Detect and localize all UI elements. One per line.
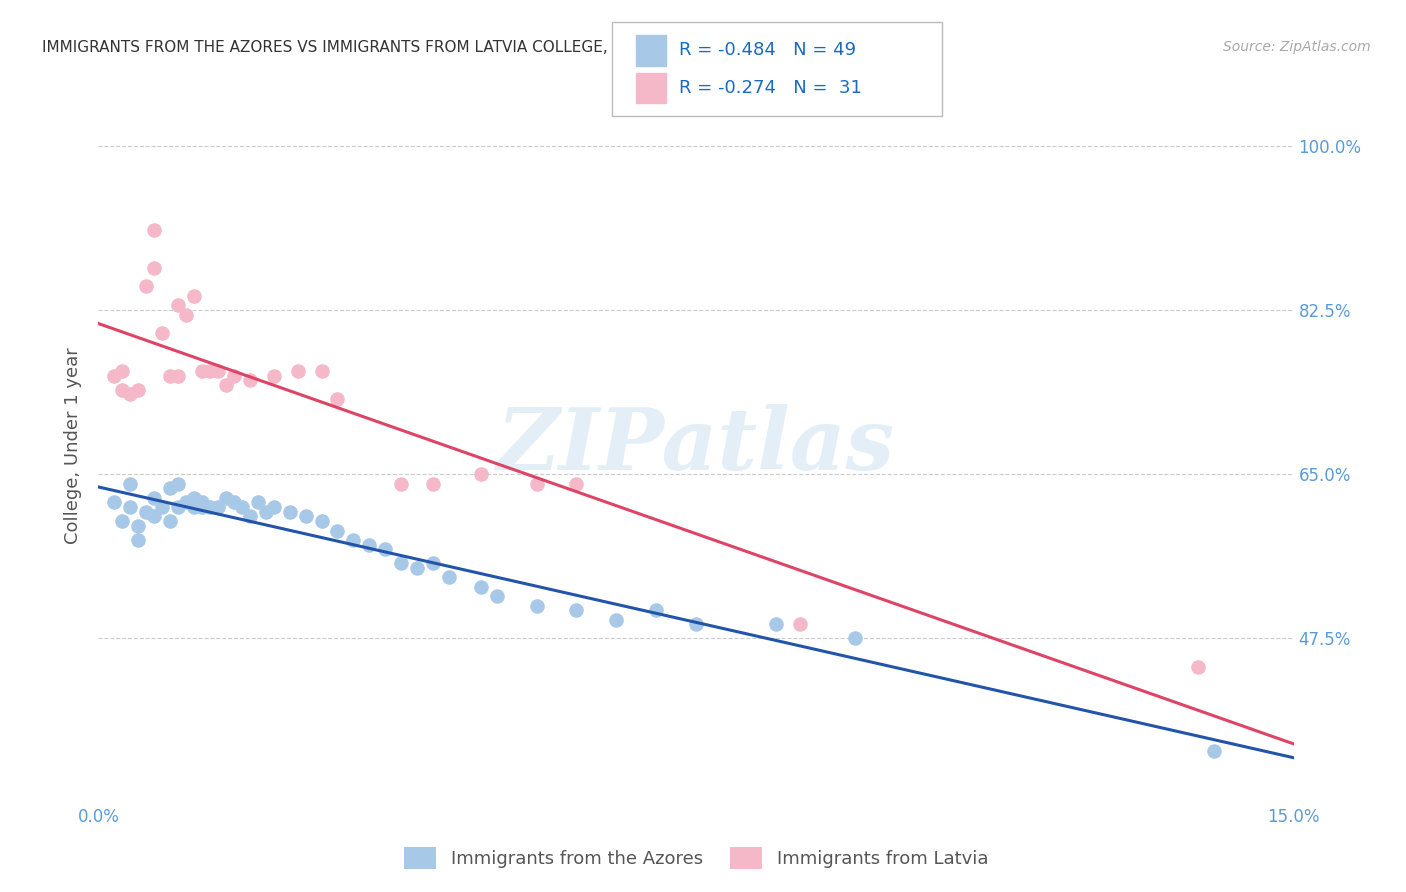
Point [127,383,149,397]
Point [231,500,253,514]
Point [359,538,381,552]
Point [470,580,492,594]
Point [183,500,205,514]
Point [143,509,166,524]
Point [191,364,214,378]
Point [198,364,221,378]
Point [207,364,229,378]
Point [342,533,364,547]
Point [120,476,142,491]
Point [326,524,349,538]
Point [1202,744,1225,758]
Point [167,500,190,514]
Point [278,505,301,519]
Point [183,491,205,505]
Point [239,373,262,387]
Point [103,495,125,509]
Point [389,476,412,491]
Point [239,509,262,524]
Point [389,557,412,571]
Point [287,364,309,378]
Point [159,481,181,495]
Point [174,495,197,509]
Point [645,603,668,617]
Point [135,505,157,519]
Point [311,514,333,528]
Point [1187,659,1209,673]
Point [374,542,396,557]
Point [127,533,149,547]
Point [167,368,190,383]
Point [159,514,181,528]
Point [191,500,214,514]
Point [789,617,811,632]
Point [103,368,125,383]
Legend: Immigrants from the Azores, Immigrants from Latvia: Immigrants from the Azores, Immigrants f… [396,839,995,876]
Point [167,476,190,491]
Point [111,364,134,378]
Point [120,500,142,514]
Point [150,500,173,514]
Point [422,476,444,491]
Point [263,500,285,514]
Point [326,392,349,406]
Point [120,387,142,401]
Point [406,561,429,575]
Point [159,368,181,383]
Point [294,509,316,524]
Point [485,589,508,603]
Point [198,500,221,514]
Point [685,617,707,632]
Point [135,279,157,293]
Point [254,505,277,519]
Point [174,308,197,322]
Y-axis label: College, Under 1 year: College, Under 1 year [65,348,83,544]
Point [207,500,229,514]
Point [143,491,166,505]
Text: R = -0.274   N =  31: R = -0.274 N = 31 [679,78,862,96]
Point [143,223,166,237]
Point [111,514,134,528]
Point [127,518,149,533]
Point [222,495,245,509]
Point [215,378,238,392]
Point [167,298,190,312]
Point [605,613,627,627]
Point [263,368,285,383]
Point [422,557,444,571]
Point [437,570,460,584]
Text: Source: ZipAtlas.com: Source: ZipAtlas.com [1223,40,1371,54]
Point [246,495,269,509]
Point [191,495,214,509]
Point [565,603,588,617]
Point [183,289,205,303]
Point [526,476,548,491]
Point [765,617,787,632]
Point [150,326,173,341]
Point [111,383,134,397]
Text: ZIPatlas: ZIPatlas [496,404,896,488]
Point [222,368,245,383]
Point [565,476,588,491]
Point [143,260,166,275]
Point [470,467,492,482]
Text: IMMIGRANTS FROM THE AZORES VS IMMIGRANTS FROM LATVIA COLLEGE, UNDER 1 YEAR CORRE: IMMIGRANTS FROM THE AZORES VS IMMIGRANTS… [42,40,897,55]
Point [311,364,333,378]
Point [526,599,548,613]
Text: R = -0.484   N = 49: R = -0.484 N = 49 [679,42,856,60]
Point [215,491,238,505]
Point [844,632,866,646]
